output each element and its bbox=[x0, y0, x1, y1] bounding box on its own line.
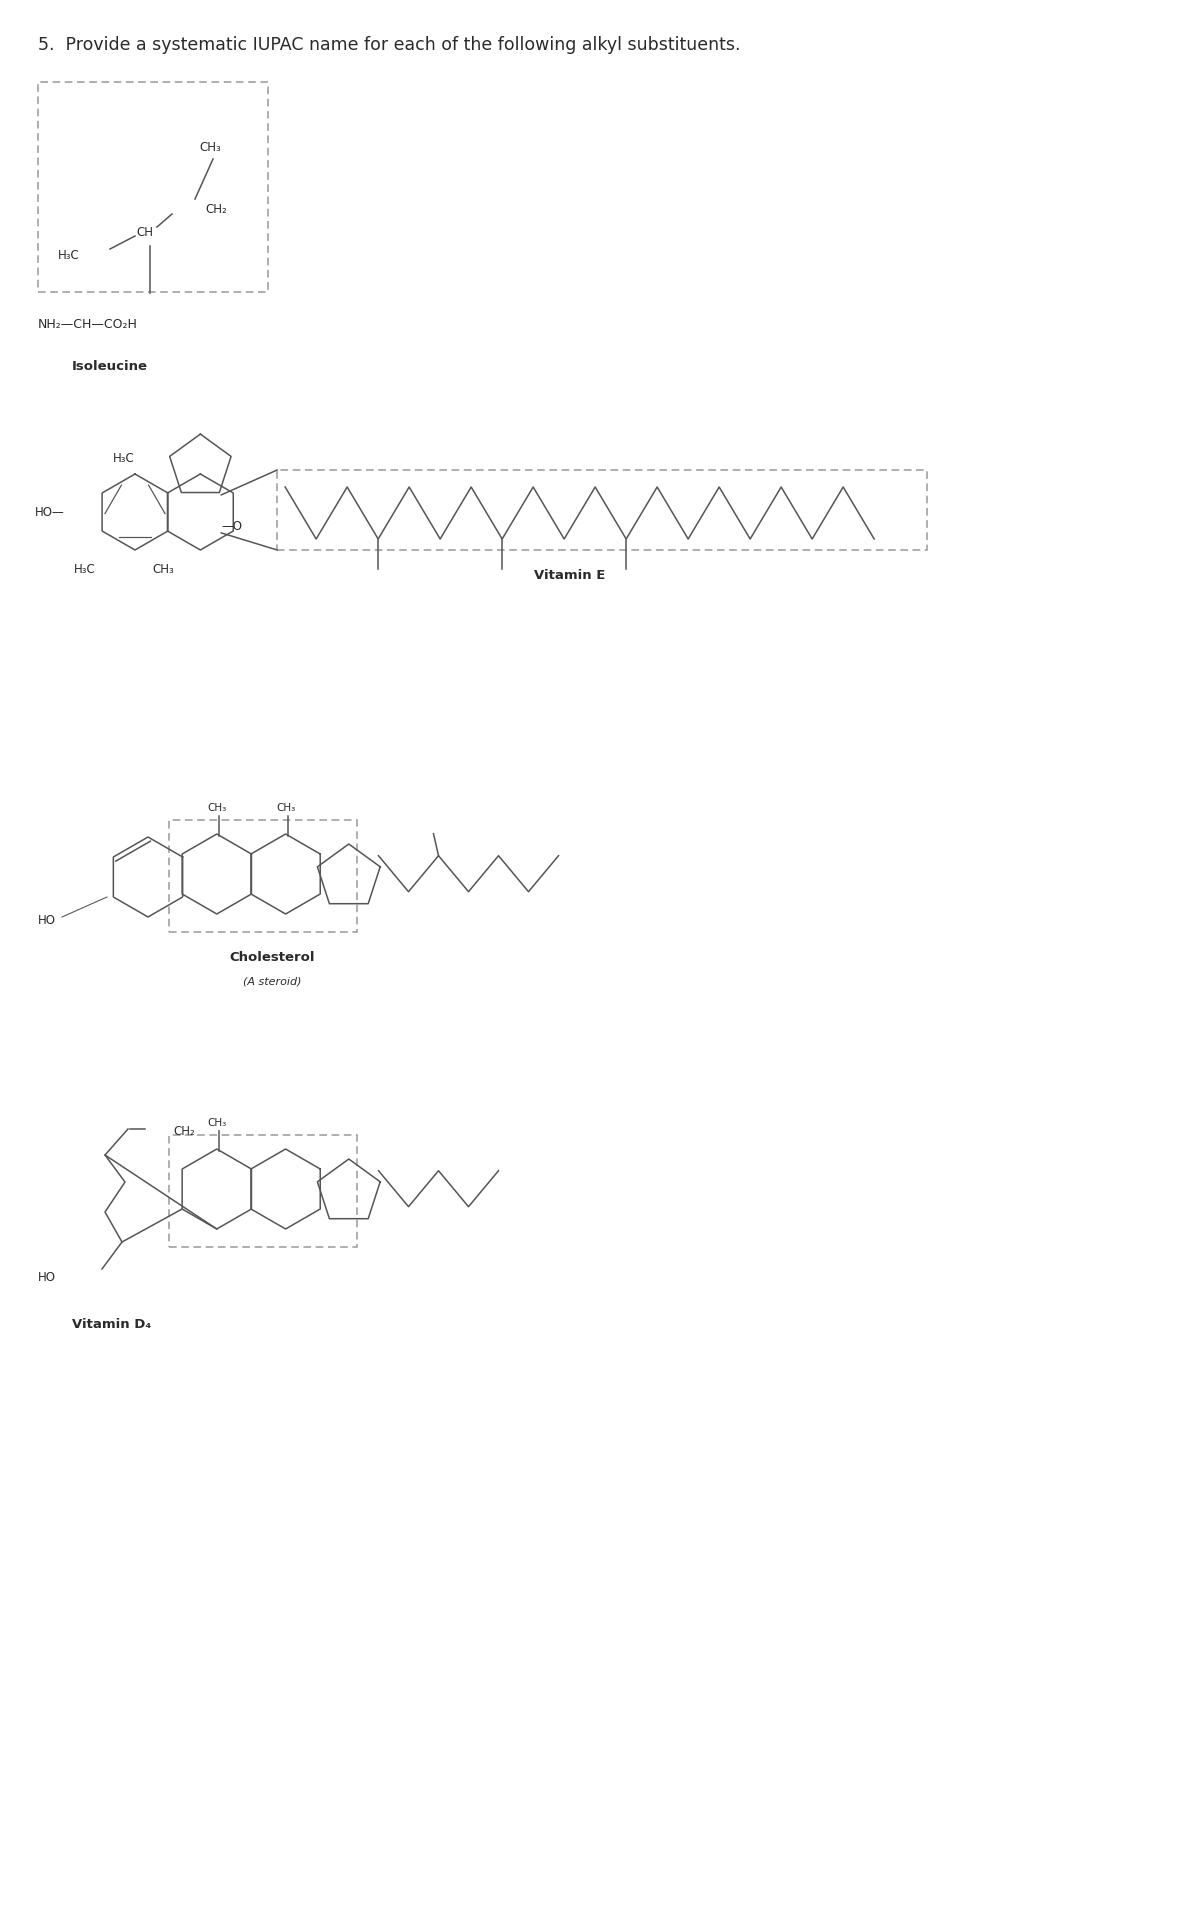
Text: Vitamin D₄: Vitamin D₄ bbox=[72, 1318, 151, 1331]
Text: 5.  Provide a systematic IUPAC name for each of the following alkyl substituents: 5. Provide a systematic IUPAC name for e… bbox=[38, 36, 740, 53]
Text: CH₂: CH₂ bbox=[205, 204, 227, 215]
Text: CH₃: CH₃ bbox=[208, 1118, 227, 1127]
Text: CH₃: CH₃ bbox=[199, 141, 221, 154]
Text: NH₂—CH—CO₂H: NH₂—CH—CO₂H bbox=[38, 318, 138, 332]
Text: H₃C: H₃C bbox=[113, 452, 134, 465]
Text: CH₃: CH₃ bbox=[276, 803, 295, 812]
Text: HO—: HO— bbox=[35, 505, 65, 519]
Text: HO: HO bbox=[38, 913, 56, 927]
Text: CH₂: CH₂ bbox=[173, 1125, 194, 1138]
Text: Vitamin E: Vitamin E bbox=[534, 568, 605, 582]
Text: CH₃: CH₃ bbox=[208, 803, 227, 812]
Text: —O: —O bbox=[221, 519, 242, 532]
Text: H₃C: H₃C bbox=[59, 250, 80, 263]
Text: Cholesterol: Cholesterol bbox=[229, 950, 314, 963]
Text: HO: HO bbox=[38, 1270, 56, 1283]
Text: H₃C: H₃C bbox=[74, 563, 96, 576]
Text: CH₃: CH₃ bbox=[152, 563, 174, 576]
Text: CH: CH bbox=[137, 227, 154, 240]
Text: Isoleucine: Isoleucine bbox=[72, 360, 148, 374]
Text: (A steroid): (A steroid) bbox=[242, 976, 301, 986]
